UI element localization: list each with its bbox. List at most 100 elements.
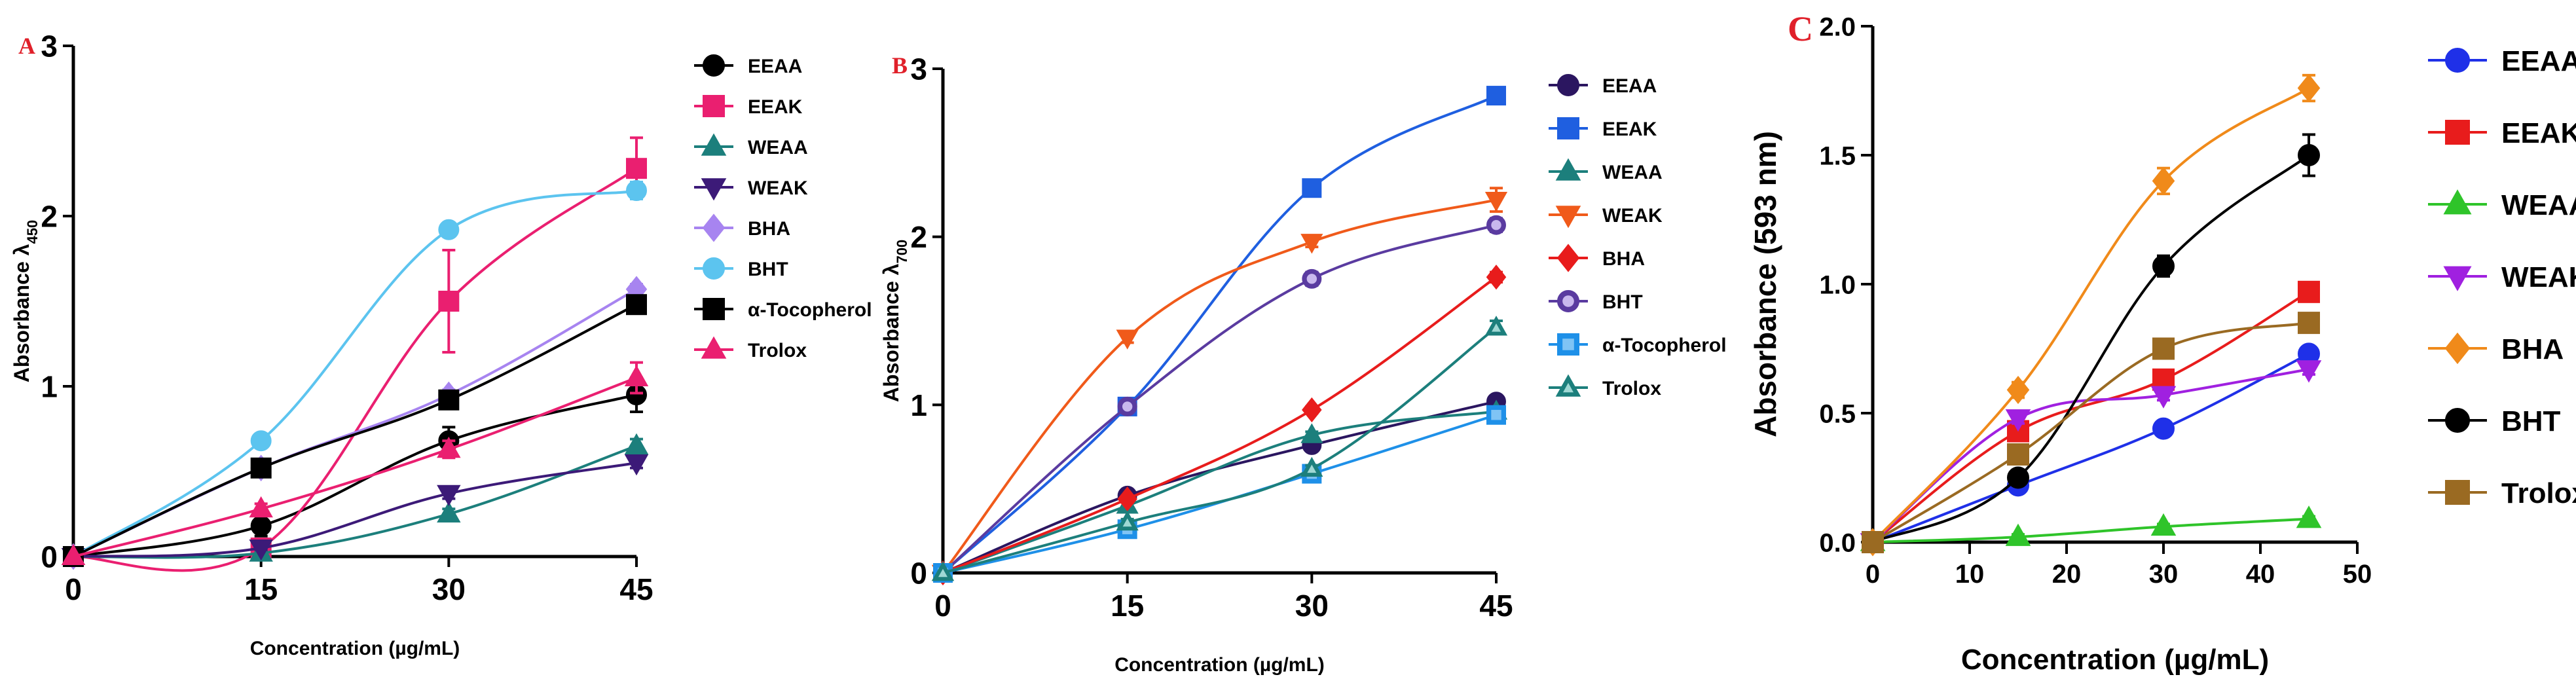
- legend-label: BHA: [1602, 248, 1645, 270]
- x-tick-label: 10: [1955, 560, 1985, 589]
- legend-entry-eeaa: EEAA: [694, 54, 802, 77]
- series-trolox: [1862, 312, 2320, 553]
- fit-curve-trolox: [942, 326, 1498, 574]
- legend-label: α-Tocopherol: [748, 299, 872, 321]
- fit-curve-bht: [72, 189, 637, 558]
- legend-label: EEAK: [748, 96, 803, 118]
- x-tick-label: 0: [65, 572, 82, 606]
- data-point-bha: [1117, 486, 1137, 512]
- legend-marker: [703, 54, 725, 77]
- data-point-weaa: [624, 433, 649, 454]
- data-point-weak: [1300, 234, 1323, 254]
- series-weaa: [61, 433, 649, 565]
- x-tick-label: 50: [2343, 560, 2372, 589]
- legend-marker: [2444, 332, 2471, 365]
- series-eeaa: [933, 392, 1506, 583]
- legend-entry-tocopherol: α-Tocopherol: [694, 298, 872, 321]
- legend-label: WEAA: [2501, 189, 2576, 221]
- legend-entry-eeaa: EEAA: [2428, 45, 2576, 77]
- legend-entry-trolox: Trolox: [1549, 374, 1661, 399]
- x-axis-title: Concentration (µg/mL): [1114, 654, 1325, 676]
- data-point-bha: [2006, 375, 2030, 405]
- y-tick-label: 1: [41, 370, 58, 404]
- series-bht: [933, 215, 1506, 583]
- y-axis-title: Absorbance λ700: [879, 240, 910, 402]
- series-eeak: [63, 136, 647, 572]
- x-tick-label: 40: [2246, 560, 2275, 589]
- legend-entry-tocopherol: α-Tocopherol: [1549, 333, 1727, 356]
- legend-label: WEAK: [748, 177, 808, 199]
- legend-label: WEAK: [1602, 205, 1663, 227]
- legend-entry-bht: BHT: [2428, 405, 2561, 437]
- y-tick-label: 0.5: [1819, 399, 1856, 428]
- fit-curve-weak: [942, 198, 1497, 574]
- data-point-bht: [1486, 215, 1506, 235]
- fit-curve-bha: [1871, 86, 2310, 543]
- data-point-weaa: [437, 501, 461, 522]
- legend-label: WEAK: [2501, 261, 2576, 293]
- data-point-weak: [2005, 409, 2031, 432]
- x-tick-label: 20: [2052, 560, 2082, 589]
- legend-marker: [1555, 206, 1581, 229]
- legend-entry-weaa: WEAA: [2428, 189, 2576, 221]
- panel-label: B: [892, 52, 908, 79]
- data-point-weak: [2296, 360, 2322, 383]
- data-point-eeaa: [250, 515, 272, 537]
- series-tocopherol: [933, 405, 1506, 583]
- data-point-weak: [1116, 329, 1139, 350]
- legend-marker: [1557, 117, 1579, 139]
- data-point-trolox: [2007, 443, 2029, 466]
- data-point-trolox: [249, 496, 273, 518]
- series-eeak: [933, 86, 1506, 583]
- data-point-bha: [1302, 397, 1322, 423]
- series-eeak: [1862, 280, 2320, 553]
- legend-entry-trolox: Trolox: [2428, 477, 2576, 509]
- fit-curve-weaa: [1872, 517, 2309, 543]
- legend-label: EEAA: [1602, 75, 1657, 97]
- data-point-bht: [438, 219, 460, 240]
- fit-curve-eeaa: [1872, 352, 2309, 543]
- data-point-bha: [2297, 73, 2321, 103]
- series-weak: [61, 454, 649, 570]
- data-point-trolox: [624, 365, 649, 386]
- legend-marker: [703, 95, 725, 117]
- legend-marker: [701, 178, 727, 201]
- x-tick-label: 0: [1866, 560, 1880, 589]
- fit-curve-eeaa: [73, 394, 637, 558]
- y-tick-label: 1: [910, 388, 927, 422]
- legend-entry-weaa: WEAA: [694, 133, 808, 158]
- legend-marker: [1557, 333, 1579, 356]
- legend-marker: [1557, 74, 1579, 96]
- x-tick-label: 45: [619, 572, 653, 606]
- y-tick-label: 0: [910, 557, 927, 591]
- legend-marker: [1555, 158, 1581, 181]
- x-tick-label: 15: [1111, 589, 1144, 623]
- y-tick-label: 2: [41, 200, 58, 234]
- data-point-eeak: [1302, 178, 1322, 198]
- data-point-eeak: [1486, 86, 1506, 106]
- legend-entry-bht: BHT: [694, 257, 788, 280]
- legend-label: BHT: [1602, 291, 1643, 313]
- legend-marker: [2445, 408, 2470, 433]
- legend-label: BHA: [2501, 333, 2564, 365]
- data-point-trolox: [1116, 510, 1139, 531]
- fit-curve-bht: [1872, 154, 2310, 543]
- data-point-tocopherol: [438, 389, 460, 411]
- data-point-weaa: [2296, 505, 2322, 528]
- legend-entry-bha: BHA: [694, 213, 790, 242]
- series-bha: [62, 276, 648, 570]
- legend-label: BHT: [748, 259, 788, 280]
- data-point-weak: [624, 454, 649, 476]
- fit-curve-bht: [942, 223, 1497, 574]
- series-trolox: [61, 361, 649, 565]
- data-point-bha: [1486, 265, 1507, 290]
- data-point-bht: [2298, 144, 2320, 166]
- y-tick-label: 2.0: [1819, 12, 1856, 41]
- data-point-eeak: [438, 291, 460, 312]
- legend-marker: [702, 213, 726, 242]
- legend-marker: [2445, 48, 2470, 73]
- data-point-weak: [1484, 192, 1508, 212]
- series-bha: [1861, 73, 2321, 557]
- x-axis-title: Concentration (µg/mL): [1961, 644, 2269, 676]
